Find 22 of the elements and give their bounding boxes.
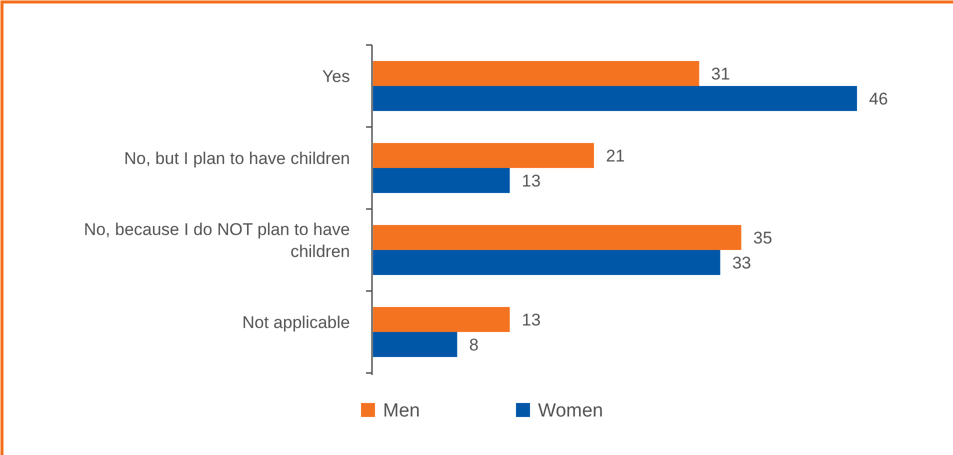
y-tick-label: Yes [322,66,350,86]
data-label: 8 [469,335,479,354]
data-label: 31 [711,64,730,84]
legend-label: Women [538,400,604,422]
data-label: 13 [522,310,541,330]
bar [373,143,594,168]
bar [373,86,857,111]
y-tick-label: Not applicable [242,312,350,332]
legend-label: Men [383,400,420,422]
data-label: 21 [606,146,625,166]
bar [373,250,720,275]
y-tick-label: No, because I do NOT plan to have children [84,220,350,261]
bar [373,168,510,193]
bar [373,61,700,86]
bar [373,307,510,332]
y-tick-label: No, but I plan to have children [124,148,350,168]
bar [373,332,458,357]
data-label: 33 [732,253,752,272]
data-label: 13 [522,171,541,190]
data-label: 46 [869,89,888,108]
data-label: 35 [753,228,772,248]
bar [373,225,742,250]
